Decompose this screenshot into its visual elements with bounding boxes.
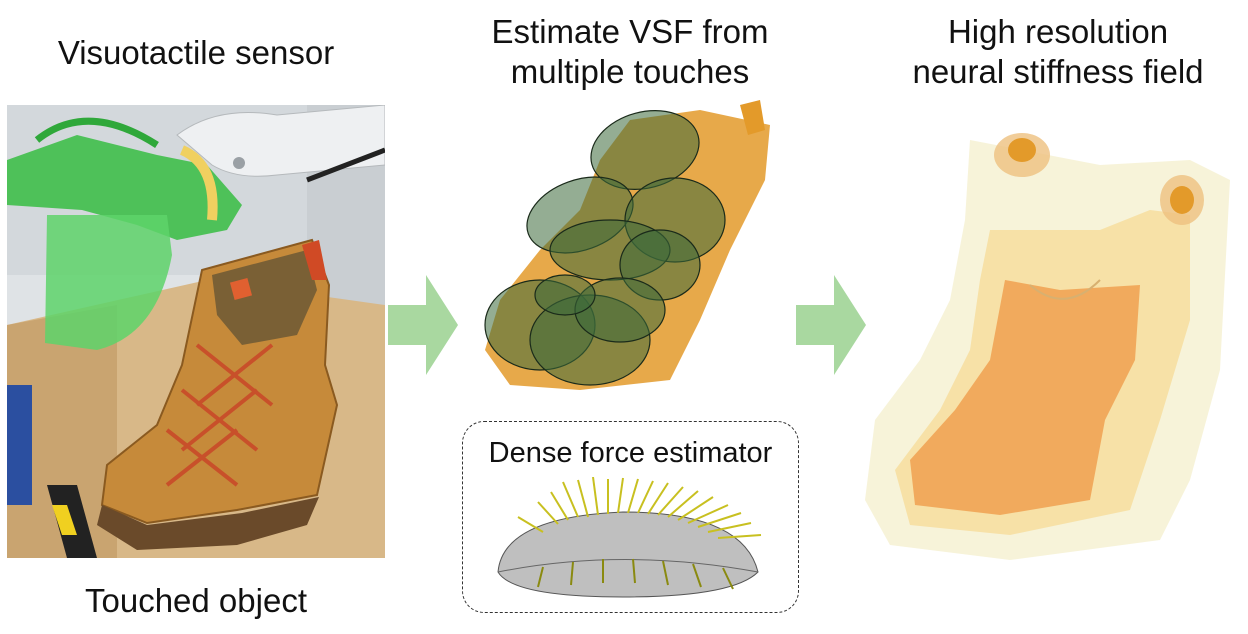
- force-vectors: [517, 477, 762, 539]
- hazard-stripe: [52, 505, 77, 535]
- sensor-bracket: [34, 117, 159, 148]
- stiffness-field-title-line2: neural stiffness field: [912, 53, 1204, 90]
- robot-cable: [306, 147, 385, 183]
- right-arrow-1: [388, 275, 458, 375]
- estimate-vsf-title-line2: multiple touches: [510, 53, 750, 90]
- contact-ellipse: [534, 274, 596, 316]
- sensor-mount: [7, 135, 242, 240]
- neural-stiffness-field-render: [865, 133, 1230, 560]
- boot-collar: [302, 240, 327, 280]
- dense-force-estimator-render: [497, 477, 762, 598]
- touched-object-caption: Touched object: [85, 582, 307, 619]
- right-arrow-2: [796, 275, 866, 375]
- boot-sole: [97, 497, 319, 550]
- vsf-boot-collar: [740, 100, 765, 135]
- contact-ellipses: [484, 110, 726, 386]
- dense-force-estimator-box: Dense force estimator: [462, 421, 799, 613]
- clamp: [7, 385, 32, 505]
- surface-force-vectors: [537, 558, 734, 590]
- vsf-estimate-render: [484, 100, 770, 390]
- dome-rim: [497, 559, 759, 573]
- boot-logo: [229, 277, 253, 301]
- stiffness-field-title: High resolution neural stiffness field: [880, 12, 1236, 92]
- field-contour: [1029, 279, 1101, 300]
- robot-arm: [176, 105, 385, 177]
- boot-tongue: [212, 250, 317, 345]
- wooden-block-side: [7, 305, 117, 558]
- visuotactile-sensor-title: Visuotactile sensor: [57, 34, 335, 71]
- dense-force-estimator-label: Dense force estimator: [488, 437, 773, 469]
- sensor-clip: [179, 145, 218, 221]
- dome-sensor-surface: [497, 511, 759, 598]
- stiffness-field-title-line1: High resolution: [947, 13, 1169, 50]
- boot-laces: [165, 343, 274, 487]
- field-inner-layer: [910, 280, 1140, 515]
- field-blob-top-core: [1008, 138, 1036, 162]
- sensor-touching-boot-photo: [7, 105, 385, 558]
- field-blob-right-core: [1170, 186, 1194, 214]
- robot-arm-joint: [233, 157, 245, 169]
- estimate-vsf-title: Estimate VSF from multiple touches: [440, 12, 820, 92]
- estimate-vsf-title-line1: Estimate VSF from: [491, 13, 769, 50]
- gel-sensor-pad: [45, 215, 172, 350]
